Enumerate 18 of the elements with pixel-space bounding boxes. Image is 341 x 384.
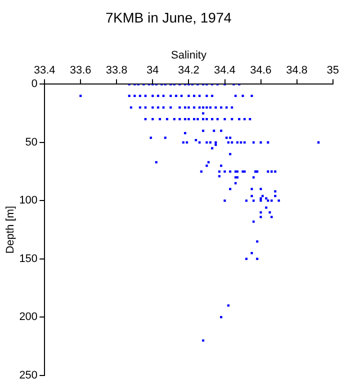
- y-tick-label: 50: [25, 136, 38, 148]
- x-tick-label: 34.8: [286, 64, 308, 77]
- x-tick-label: 33.8: [106, 64, 128, 77]
- y-tick-label: 100: [19, 194, 38, 207]
- x-axis-title: Salinity: [170, 49, 207, 62]
- x-tick-label: 34: [146, 64, 159, 77]
- y-tick-label: 0: [31, 78, 38, 90]
- x-tick-label: 34.2: [178, 64, 200, 77]
- chart-title: 7KMB in June, 1974: [105, 9, 232, 26]
- x-tick-label: 35: [326, 64, 340, 77]
- y-tick-label: 250: [19, 369, 38, 382]
- x-tick-label: 34.4: [214, 64, 236, 77]
- y-tick-label: 200: [19, 311, 38, 324]
- y-tick-label: 150: [19, 252, 38, 265]
- x-tick-label: 33.4: [34, 64, 56, 77]
- x-tick-label: 34.6: [250, 64, 272, 77]
- x-tick-label: 33.6: [70, 64, 92, 77]
- y-axis-title: Depth [m]: [4, 206, 17, 254]
